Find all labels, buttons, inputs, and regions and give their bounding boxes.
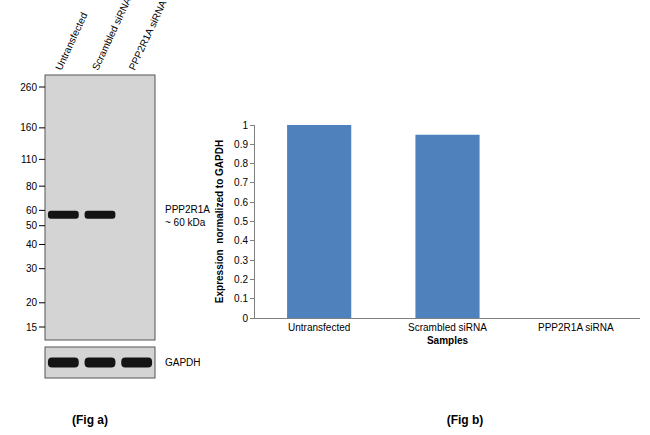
svg-text:260: 260	[20, 82, 37, 93]
svg-text:0.9: 0.9	[234, 139, 248, 150]
svg-text:0.5: 0.5	[234, 216, 248, 227]
svg-text:1: 1	[242, 120, 248, 131]
svg-text:~ 60 kDa: ~ 60 kDa	[165, 217, 206, 228]
svg-text:PPP2R1A siRNA: PPP2R1A siRNA	[127, 0, 169, 72]
svg-text:160: 160	[20, 122, 37, 133]
svg-text:40: 40	[26, 239, 38, 250]
svg-text:PPP2R1A: PPP2R1A	[165, 204, 210, 215]
svg-text:30: 30	[26, 263, 38, 274]
svg-text:0: 0	[242, 313, 248, 324]
svg-text:0.7: 0.7	[234, 177, 248, 188]
svg-text:50: 50	[26, 220, 38, 231]
svg-text:0.4: 0.4	[234, 235, 248, 246]
svg-text:110: 110	[21, 154, 37, 165]
svg-text:(Fig b): (Fig b)	[447, 413, 484, 427]
svg-text:PPP2R1A siRNA: PPP2R1A siRNA	[538, 322, 614, 333]
svg-text:Scrambled siRNA: Scrambled siRNA	[408, 322, 487, 333]
svg-text:0.1: 0.1	[234, 293, 248, 304]
svg-text:0.3: 0.3	[234, 255, 248, 266]
svg-text:20: 20	[26, 297, 38, 308]
svg-text:Samples: Samples	[427, 335, 469, 346]
svg-text:0.2: 0.2	[234, 274, 248, 285]
svg-text:60: 60	[26, 205, 38, 216]
svg-text:0.6: 0.6	[234, 197, 248, 208]
svg-text:GAPDH: GAPDH	[165, 357, 201, 368]
svg-text:Expression normalized to GAPD: Expression normalized to GAPDH	[214, 140, 225, 303]
svg-text:0.8: 0.8	[234, 158, 248, 169]
svg-text:(Fig a): (Fig a)	[72, 413, 108, 427]
svg-text:Untransfected: Untransfected	[288, 322, 350, 333]
svg-text:Untransfected: Untransfected	[53, 11, 89, 72]
svg-text:15: 15	[26, 322, 38, 333]
svg-text:80: 80	[26, 181, 38, 192]
svg-text:Scrambled siRNA: Scrambled siRNA	[90, 0, 133, 72]
